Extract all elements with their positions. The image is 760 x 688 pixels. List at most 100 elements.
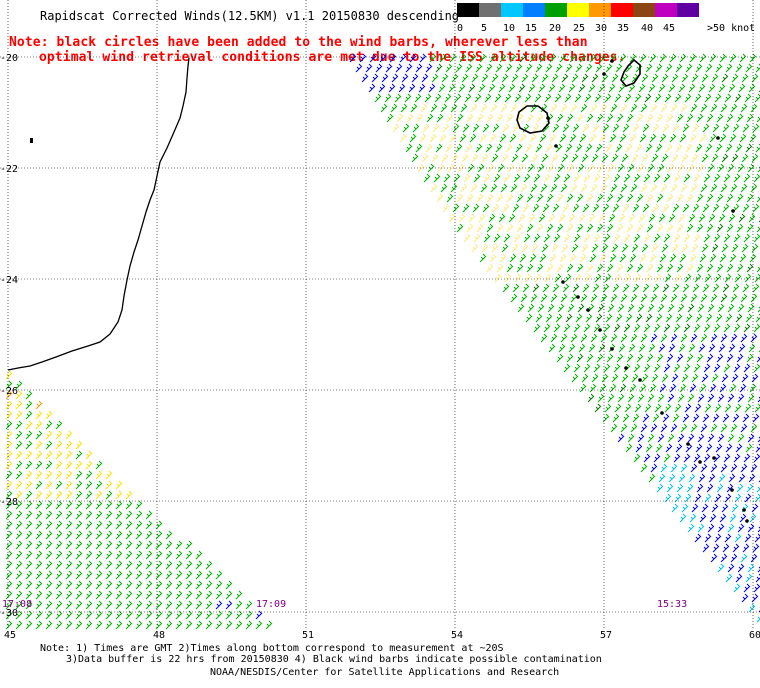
wind-barb [700,103,708,113]
wind-barb [622,203,630,213]
contamination-marker [638,378,642,382]
wind-barb [613,173,621,183]
wind-barb [5,530,13,540]
wind-barb [85,520,93,530]
wind-barb [462,203,470,213]
wind-barb [65,560,73,570]
wind-barb [614,273,622,283]
wind-barb [125,560,133,570]
wind-barb [15,500,23,510]
wind-barb [617,303,625,313]
wind-barb [518,213,526,223]
wind-barb [743,173,751,183]
wind-barb [75,560,83,570]
wind-barb [716,223,724,233]
wind-barb [666,113,674,123]
wind-barb [598,343,606,353]
wind-barb [585,63,593,73]
wind-barb [556,263,564,273]
wind-barb [744,493,752,503]
wind-barb [368,83,376,93]
wind-barbs [5,53,760,630]
wind-barb [657,433,665,443]
wind-barb [688,473,696,483]
wind-barb [651,243,659,253]
wind-barb [5,430,13,440]
wind-barb [684,493,692,503]
wind-barb [245,620,253,630]
wind-barb [621,73,629,83]
wind-barb [515,143,523,153]
wind-barb [65,580,73,590]
wind-barb [508,213,516,223]
wind-barb [185,550,193,560]
wind-barb [722,203,730,213]
wind-barb [723,323,731,333]
reunion-island [516,105,550,134]
wind-barb [235,600,243,610]
wind-barb [495,143,503,153]
wind-barb [406,113,414,123]
wind-barb [750,103,758,113]
wind-barb [737,433,745,443]
wind-barb [125,580,133,590]
wind-barb [744,93,752,103]
wind-barb [466,113,474,123]
wind-barb [25,520,33,530]
wind-barb [710,293,718,303]
wind-barb [388,83,396,93]
wind-barb [677,303,685,313]
wind-barb [35,580,43,590]
wind-barb [706,263,714,273]
wind-barb [600,183,608,193]
wind-barb [736,483,744,493]
wind-barb [687,393,695,403]
wind-barb [701,73,709,83]
wind-barb [5,550,13,560]
wind-barb [105,600,113,610]
wind-barb [35,400,43,410]
wind-barb [613,363,621,373]
wind-barb [683,363,691,373]
wind-barb [75,610,83,620]
wind-barb [175,570,183,580]
wind-barb [634,93,642,103]
wind-barb [629,133,637,143]
wind-barb [465,143,473,153]
wind-barb [519,253,527,263]
wind-barb [697,393,705,403]
wind-barb [730,103,738,113]
wind-barb [35,550,43,560]
chart-title: Rapidscat Corrected Winds(12.5KM) v1.1 2… [40,9,460,23]
wind-barb [706,193,714,203]
wind-barb [619,253,627,263]
wind-barb [65,430,73,440]
wind-barb [541,153,549,163]
wind-barb [571,243,579,253]
wind-barb [521,73,529,83]
wind-barb [558,213,566,223]
wind-barb [454,93,462,103]
wind-barb [692,123,700,133]
wind-barb [494,93,502,103]
wind-barb [542,283,550,293]
wind-barb [448,213,456,223]
wind-barb [35,520,43,530]
wind-barb [405,143,413,153]
wind-barb [65,480,73,490]
wind-barb [620,103,628,113]
wind-barb [462,123,470,133]
wind-barb [534,273,542,283]
wind-barb [698,83,706,93]
wind-barb [175,620,183,630]
wind-barb [640,103,648,113]
wind-barb [510,293,518,303]
wind-barb [704,403,712,413]
wind-barb [439,133,447,143]
wind-barb [707,163,715,173]
wind-barb [599,133,607,143]
wind-barb [560,333,568,343]
wind-barb [490,183,498,193]
wind-barb [541,243,549,253]
wind-barb [45,620,53,630]
